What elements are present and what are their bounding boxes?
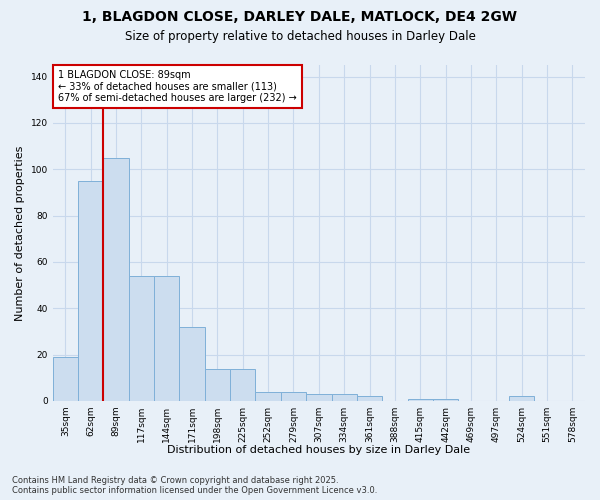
Bar — [332, 394, 357, 401]
Bar — [179, 327, 205, 401]
Text: Size of property relative to detached houses in Darley Dale: Size of property relative to detached ho… — [125, 30, 475, 43]
Bar — [129, 276, 154, 401]
Text: Contains HM Land Registry data © Crown copyright and database right 2025.
Contai: Contains HM Land Registry data © Crown c… — [12, 476, 377, 495]
Bar — [281, 392, 306, 401]
Bar — [433, 398, 458, 401]
Y-axis label: Number of detached properties: Number of detached properties — [15, 146, 25, 320]
Bar — [53, 357, 78, 401]
Bar — [407, 398, 433, 401]
Bar — [154, 276, 179, 401]
Bar — [103, 158, 129, 401]
Bar — [509, 396, 535, 401]
Bar — [78, 181, 103, 401]
Bar — [256, 392, 281, 401]
Bar — [357, 396, 382, 401]
X-axis label: Distribution of detached houses by size in Darley Dale: Distribution of detached houses by size … — [167, 445, 470, 455]
Bar — [306, 394, 332, 401]
Text: 1, BLAGDON CLOSE, DARLEY DALE, MATLOCK, DE4 2GW: 1, BLAGDON CLOSE, DARLEY DALE, MATLOCK, … — [83, 10, 517, 24]
Text: 1 BLAGDON CLOSE: 89sqm
← 33% of detached houses are smaller (113)
67% of semi-de: 1 BLAGDON CLOSE: 89sqm ← 33% of detached… — [58, 70, 297, 103]
Bar — [230, 368, 256, 401]
Bar — [205, 368, 230, 401]
